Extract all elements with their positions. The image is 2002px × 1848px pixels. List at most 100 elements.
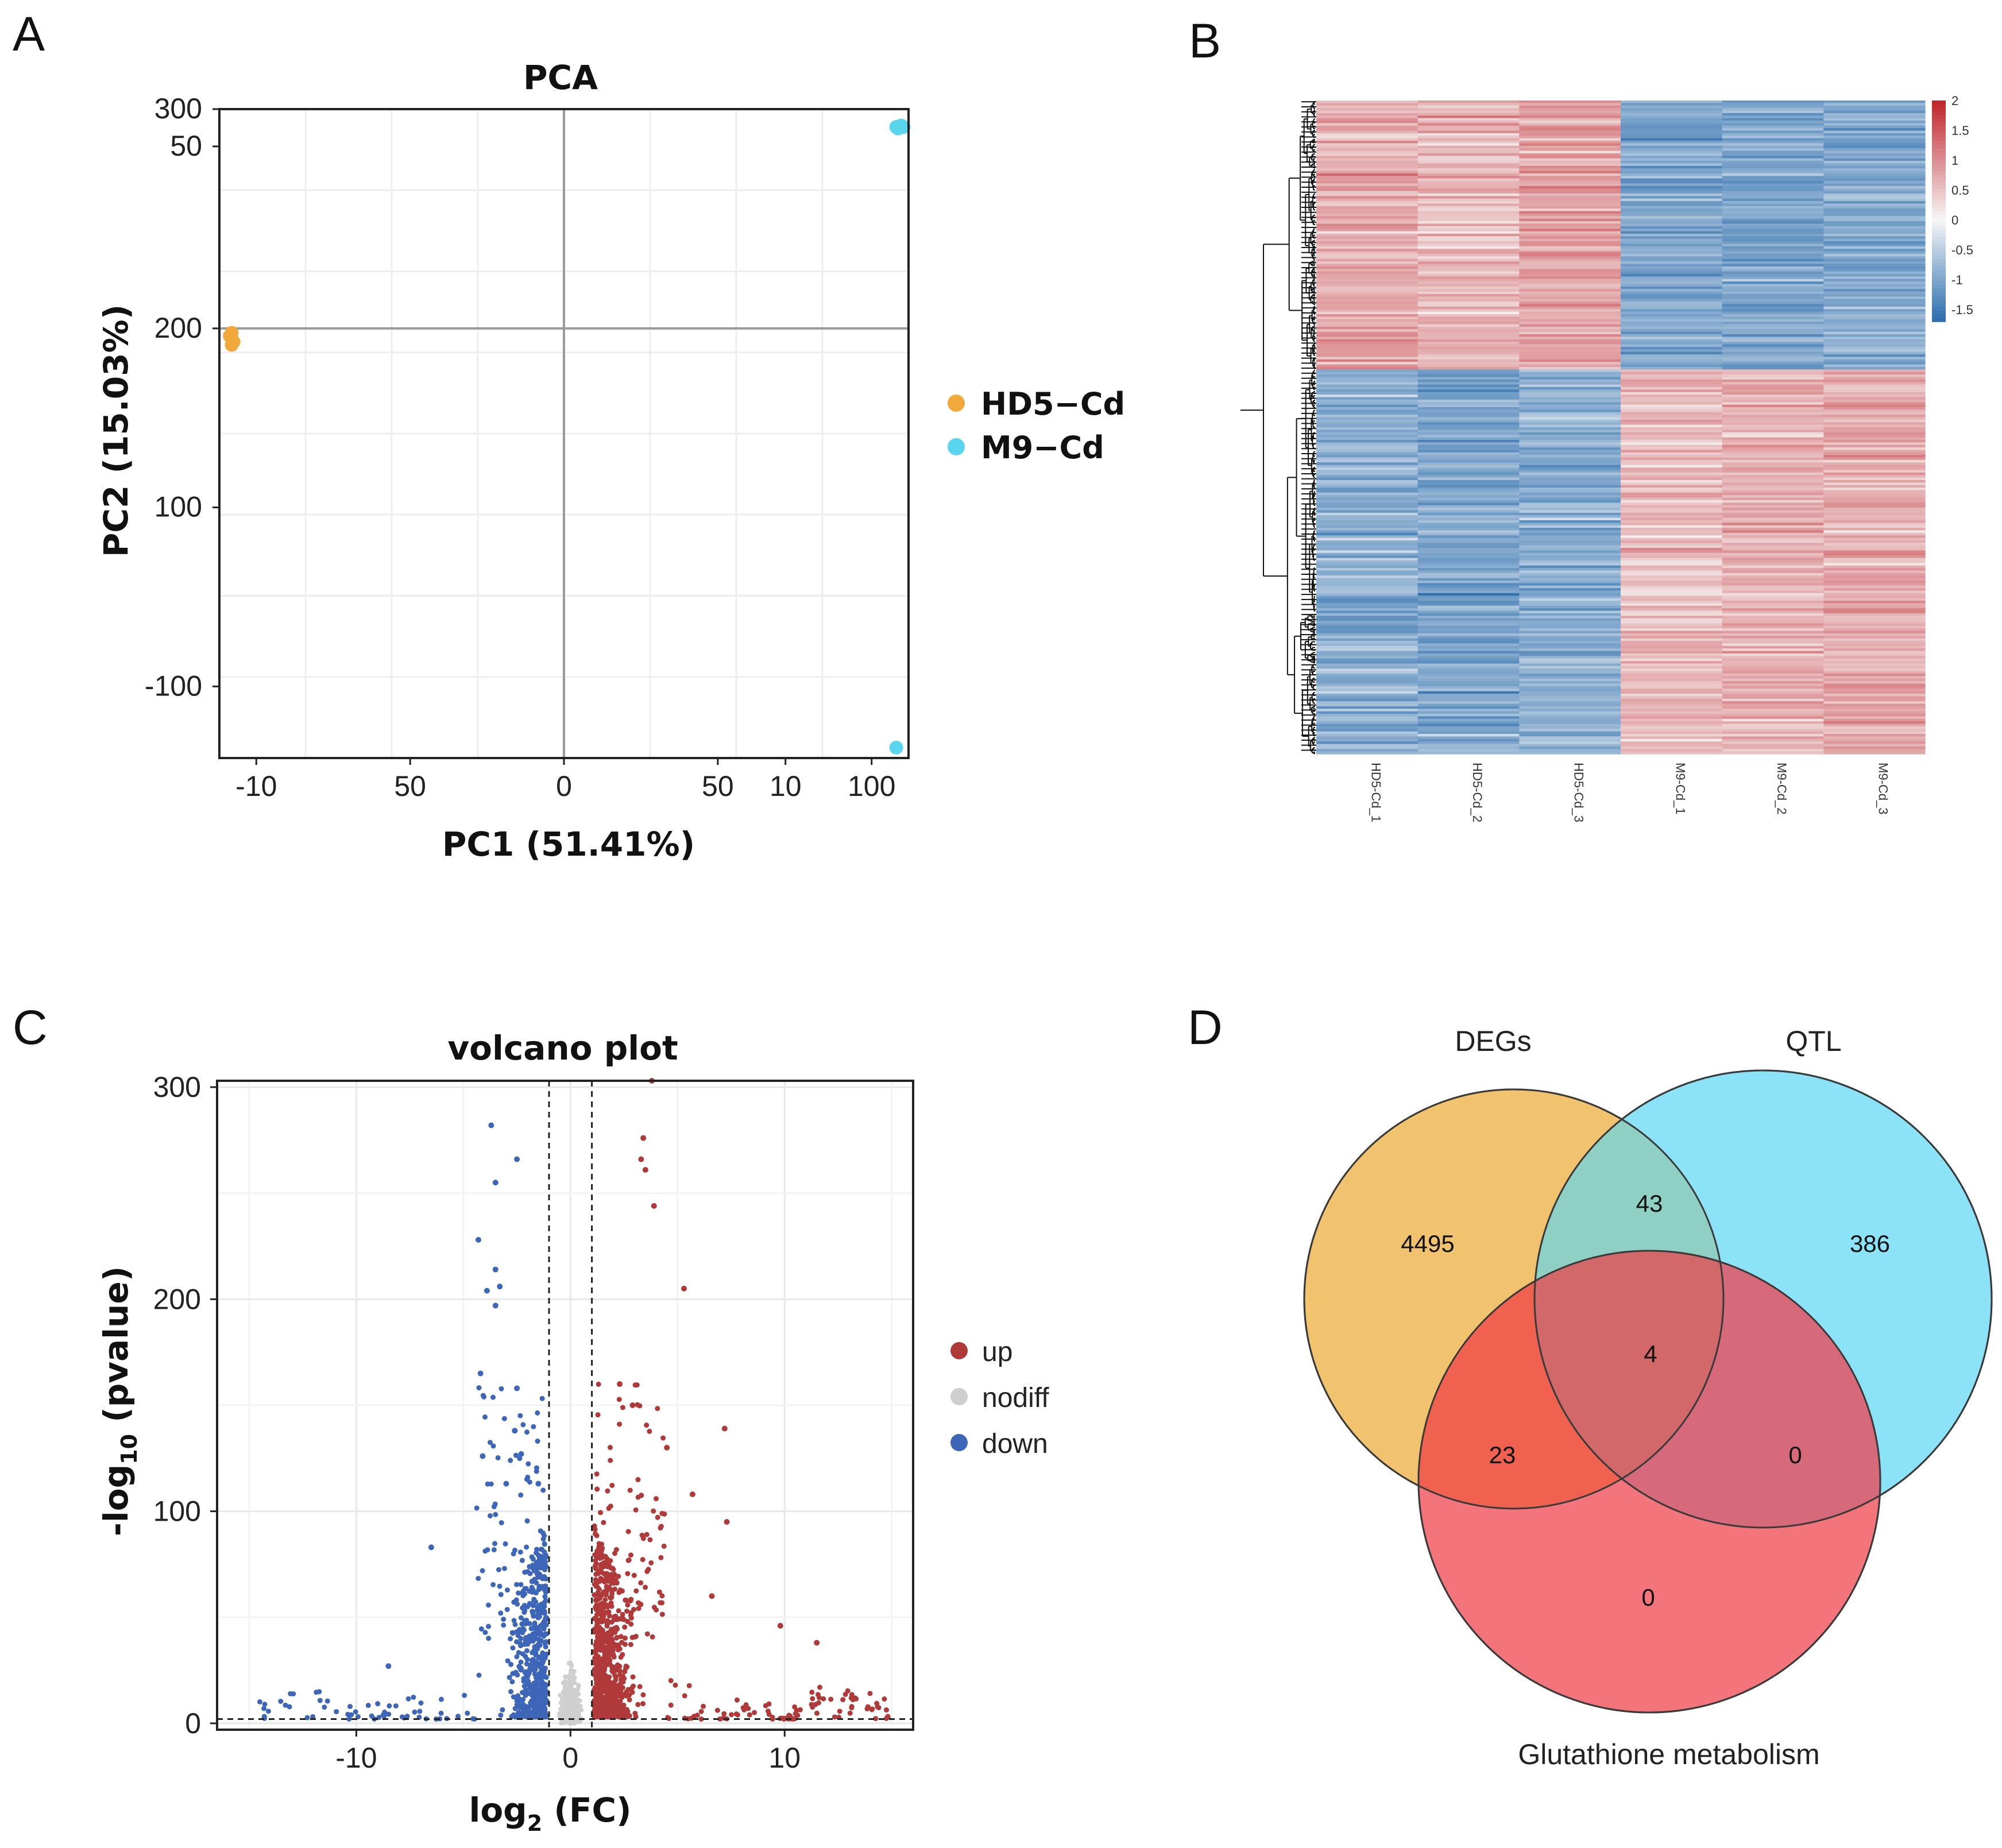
heatmap-cell — [1823, 397, 1926, 400]
heatmap-cell — [1621, 686, 1723, 689]
heatmap-cell — [1316, 641, 1419, 644]
heatmap-cell — [1722, 560, 1824, 563]
heatmap-colorbar-step — [1932, 104, 1946, 109]
heatmap-cell — [1417, 583, 1520, 586]
heatmap-cell — [1621, 593, 1723, 596]
heatmap-cell — [1316, 243, 1419, 247]
heatmap-cell — [1519, 404, 1621, 408]
heatmap-cell — [1316, 439, 1419, 443]
heatmap-cell — [1316, 713, 1419, 717]
heatmap-cell — [1621, 229, 1723, 232]
heatmap-cell — [1417, 698, 1520, 702]
heatmap-cell — [1417, 176, 1520, 179]
heatmap-cell — [1316, 125, 1419, 129]
volcano-point-nodiff — [565, 1706, 570, 1711]
heatmap-cell — [1722, 322, 1824, 325]
heatmap-cell — [1823, 706, 1926, 709]
pca-legend-label: M9−Cd — [981, 430, 1104, 466]
heatmap-cell — [1519, 226, 1621, 229]
heatmap-cell — [1417, 502, 1520, 506]
heatmap-cell — [1519, 641, 1621, 644]
heatmap-cell — [1417, 450, 1520, 453]
heatmap-cell — [1316, 681, 1419, 685]
venn-set-label-qtl: QTL — [1785, 1025, 1841, 1057]
volcano-point-down — [304, 1715, 310, 1721]
heatmap-cell — [1316, 271, 1419, 275]
heatmap-cell — [1823, 176, 1926, 179]
heatmap-cell — [1722, 176, 1824, 179]
heatmap-cell — [1519, 575, 1621, 579]
heatmap-cell — [1722, 130, 1824, 134]
heatmap-cell — [1621, 322, 1723, 325]
heatmap-cell — [1621, 359, 1723, 362]
heatmap-cell — [1823, 281, 1926, 285]
heatmap-cell — [1519, 395, 1621, 398]
heatmap-cell — [1417, 105, 1520, 109]
heatmap-cell — [1722, 721, 1824, 725]
heatmap-cell — [1316, 193, 1419, 196]
heatmap-cell — [1316, 422, 1419, 426]
volcano-point-down — [534, 1547, 540, 1552]
heatmap-cell — [1417, 713, 1520, 717]
heatmap-cell — [1417, 437, 1520, 440]
heatmap-cell — [1823, 583, 1926, 586]
volcano-point-down — [543, 1564, 549, 1569]
heatmap-cell — [1417, 334, 1520, 338]
heatmap-cell — [1722, 744, 1824, 747]
heatmap-cell — [1316, 176, 1419, 179]
volcano-point-down — [524, 1648, 530, 1654]
heatmap-cell — [1316, 543, 1419, 546]
heatmap-cell — [1417, 311, 1520, 315]
heatmap-cell — [1621, 648, 1723, 652]
volcano-point-down — [503, 1541, 508, 1547]
heatmap-cell — [1722, 641, 1824, 644]
heatmap-colorbar-step — [1932, 130, 1946, 134]
volcano-point-down — [543, 1586, 549, 1592]
heatmap-cell — [1823, 422, 1926, 426]
heatmap-cell — [1823, 550, 1926, 554]
volcano-point-up — [600, 1676, 606, 1682]
heatmap-cell — [1823, 502, 1926, 506]
heatmap-cell — [1316, 709, 1419, 712]
venn-overlap-qtl-glu — [1535, 1251, 1880, 1528]
heatmap-cell — [1417, 578, 1520, 581]
volcano-point-down — [491, 1504, 497, 1510]
heatmap-cell — [1823, 216, 1926, 219]
volcano-point-down — [531, 1613, 536, 1619]
volcano-point-up — [611, 1628, 617, 1634]
heatmap-cell — [1417, 369, 1520, 373]
volcano-point-up — [654, 1607, 659, 1613]
heatmap-cell — [1316, 171, 1419, 174]
heatmap-cell — [1823, 143, 1926, 146]
heatmap-cell — [1823, 141, 1926, 144]
heatmap-cell — [1417, 736, 1520, 740]
heatmap-cell — [1722, 344, 1824, 347]
heatmap-colorbar-step — [1932, 248, 1946, 252]
heatmap-cell — [1823, 256, 1926, 260]
heatmap-cell — [1417, 389, 1520, 393]
volcano-point-down — [438, 1696, 444, 1702]
heatmap-cell — [1621, 435, 1723, 438]
volcano-point-up — [840, 1697, 846, 1703]
heatmap-cell — [1519, 568, 1621, 571]
heatmap-cell — [1519, 173, 1621, 176]
volcano-point-up — [876, 1705, 882, 1711]
heatmap-cell — [1316, 296, 1419, 300]
volcano-point-down — [262, 1702, 268, 1707]
heatmap-cell — [1519, 264, 1621, 267]
heatmap-cell — [1316, 744, 1419, 747]
volcano-point-up — [599, 1619, 605, 1625]
heatmap-cell — [1621, 663, 1723, 667]
heatmap-cell — [1722, 550, 1824, 554]
heatmap-cell — [1417, 475, 1520, 478]
heatmap-cell — [1621, 163, 1723, 167]
heatmap-cell — [1519, 450, 1621, 453]
heatmap-cell — [1823, 266, 1926, 269]
heatmap-cell — [1621, 306, 1723, 310]
heatmap-cell — [1722, 316, 1824, 320]
volcano-point-down — [497, 1583, 503, 1589]
heatmap-cell — [1316, 256, 1419, 260]
venn-count-qtl-glu: 0 — [1788, 1441, 1802, 1468]
heatmap-cell — [1519, 552, 1621, 556]
heatmap-cell — [1621, 751, 1723, 755]
